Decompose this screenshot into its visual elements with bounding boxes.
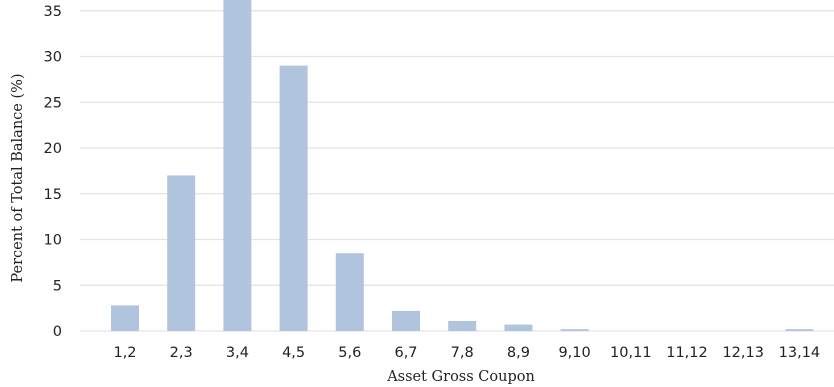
bar-9-10 (560, 329, 589, 331)
x-tick-label: 2,3 (170, 345, 193, 361)
y-tick-label: 35 (44, 4, 62, 20)
gridlines (80, 10, 834, 332)
bar-13-14 (785, 329, 814, 331)
y-tick-labels: 0 5 10 15 20 25 30 35 (44, 4, 62, 340)
bar-8-9 (504, 324, 533, 331)
y-tick-label: 5 (53, 278, 62, 294)
bar-3-4 (223, 0, 252, 331)
y-tick-label: 25 (44, 95, 62, 111)
x-tick-label: 12,13 (722, 345, 764, 361)
y-tick-label: 20 (44, 141, 62, 157)
bars (111, 0, 814, 332)
x-tick-label: 4,5 (282, 345, 305, 361)
bar-2-3 (167, 175, 196, 331)
y-tick-label: 30 (44, 50, 62, 66)
y-tick-label: 0 (53, 324, 62, 340)
x-tick-label: 1,2 (113, 345, 136, 361)
y-tick-label: 10 (44, 233, 62, 249)
y-axis-label: Percent of Total Balance (%) (10, 73, 26, 282)
bar-7-8 (448, 320, 477, 331)
x-tick-label: 6,7 (394, 345, 417, 361)
x-tick-label: 3,4 (226, 345, 249, 361)
x-tick-label: 13,14 (779, 345, 821, 361)
x-tick-label: 9,10 (558, 345, 590, 361)
x-tick-label: 7,8 (451, 345, 474, 361)
bar-1-2 (111, 305, 139, 331)
bar-4-5 (279, 65, 308, 332)
x-tick-label: 8,9 (507, 345, 530, 361)
x-tick-label: 11,12 (666, 345, 708, 361)
bar-5-6 (335, 253, 364, 331)
y-tick-label: 15 (44, 187, 62, 203)
bar-6-7 (392, 310, 420, 331)
x-tick-label: 10,11 (610, 345, 652, 361)
x-tick-labels: 1,2 2,3 3,4 4,5 5,6 6,7 7,8 8,9 9,10 10,11 11,12 12… (113, 345, 820, 361)
x-axis-label: Asset Gross Coupon (386, 369, 535, 385)
x-tick-label: 5,6 (338, 345, 361, 361)
